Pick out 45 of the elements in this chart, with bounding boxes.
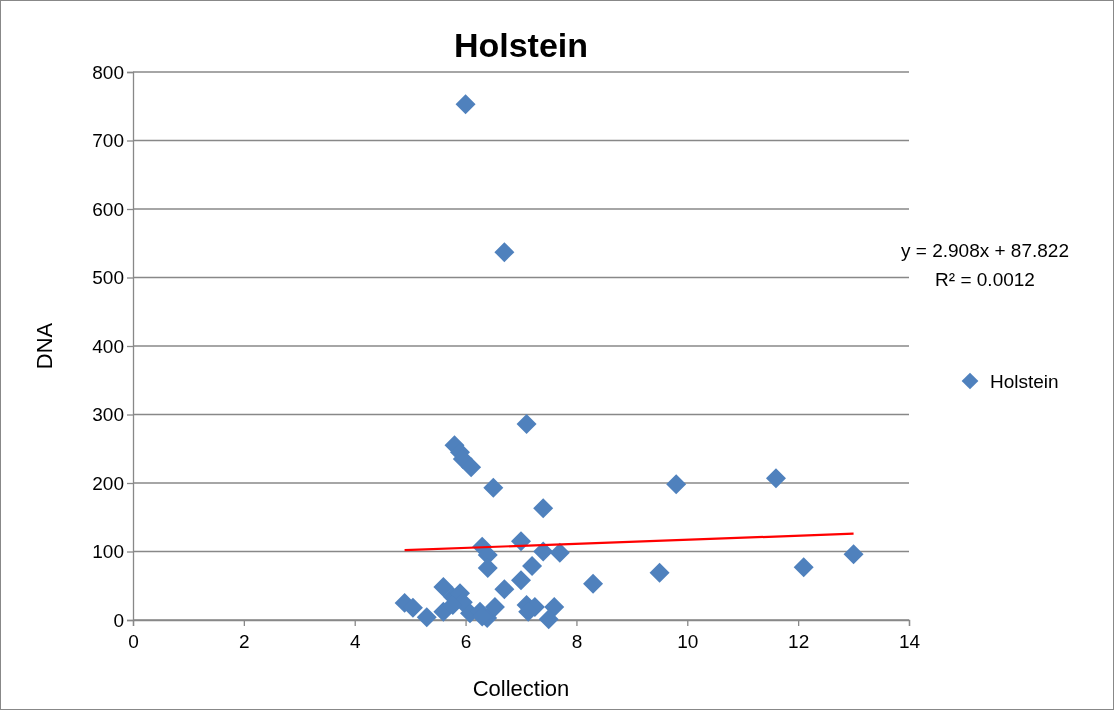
point <box>583 573 604 594</box>
x-tick-label: 10 <box>677 631 699 652</box>
point <box>433 577 454 598</box>
point <box>516 414 537 435</box>
point <box>666 474 687 495</box>
point <box>484 596 505 617</box>
x-tick-label: 2 <box>239 631 250 652</box>
legend-label: Holstein <box>990 371 1059 392</box>
y-tick-label: 800 <box>92 61 124 83</box>
point <box>544 596 565 617</box>
point <box>549 542 570 563</box>
x-tick-label: 12 <box>788 631 810 652</box>
point <box>416 607 437 628</box>
point <box>494 242 515 263</box>
y-tick-label: 300 <box>92 404 124 426</box>
y-tick-label: 700 <box>92 130 124 152</box>
y-axis-title: DNA <box>32 322 57 370</box>
x-tick-label: 4 <box>349 631 361 652</box>
text: R² = 0.0012 <box>935 269 1035 290</box>
chart-title: Holstein <box>453 26 589 64</box>
y-tick-label: 600 <box>92 198 124 220</box>
point <box>455 94 476 115</box>
y-tick-label: 400 <box>92 335 124 357</box>
x-tick-label: 14 <box>898 631 921 652</box>
point <box>511 570 531 591</box>
point <box>765 468 786 489</box>
y-tick-label: 0 <box>113 609 124 631</box>
point <box>533 498 554 519</box>
point <box>793 557 814 578</box>
y-tick-label: 100 <box>92 541 124 563</box>
x-axis-title: Collection <box>472 676 570 701</box>
x-tick-label: 6 <box>460 631 472 652</box>
point <box>522 555 543 576</box>
y-tick-label: 500 <box>92 267 124 289</box>
x-tick-label: 8 <box>571 631 583 652</box>
point <box>533 541 554 562</box>
point <box>538 609 559 630</box>
point <box>461 457 482 478</box>
x-tick-label: 0 <box>128 631 139 652</box>
y-tick-label: 200 <box>92 472 124 494</box>
point <box>494 579 515 600</box>
point <box>649 562 670 583</box>
point <box>483 477 504 498</box>
point <box>843 544 864 565</box>
annotation: y = 2.908x + 87.822 <box>901 240 1069 261</box>
